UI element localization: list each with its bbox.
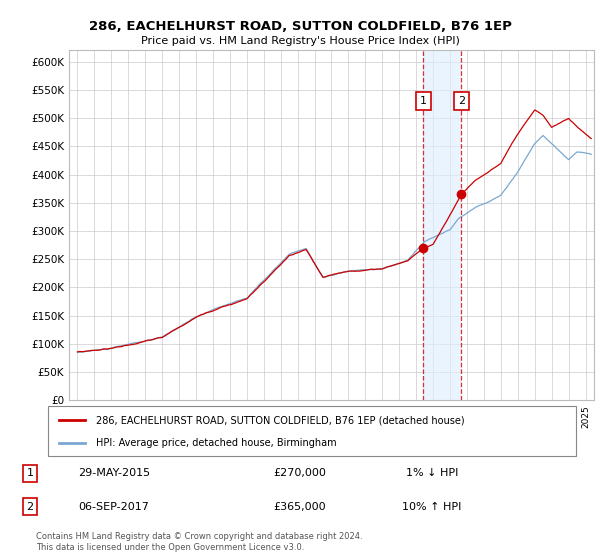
Text: HPI: Average price, detached house, Birmingham: HPI: Average price, detached house, Birm… (95, 438, 336, 449)
Text: £365,000: £365,000 (274, 502, 326, 512)
Text: 10% ↑ HPI: 10% ↑ HPI (403, 502, 461, 512)
Text: 286, EACHELHURST ROAD, SUTTON COLDFIELD, B76 1EP: 286, EACHELHURST ROAD, SUTTON COLDFIELD,… (89, 20, 511, 32)
Text: 2: 2 (26, 502, 34, 512)
Text: 1: 1 (419, 96, 427, 106)
Text: £270,000: £270,000 (274, 468, 326, 478)
Text: 1: 1 (26, 468, 34, 478)
Text: 29-MAY-2015: 29-MAY-2015 (78, 468, 150, 478)
Text: 06-SEP-2017: 06-SEP-2017 (79, 502, 149, 512)
Text: Contains HM Land Registry data © Crown copyright and database right 2024.
This d: Contains HM Land Registry data © Crown c… (36, 532, 362, 552)
Text: 2: 2 (458, 96, 465, 106)
Text: Price paid vs. HM Land Registry's House Price Index (HPI): Price paid vs. HM Land Registry's House … (140, 36, 460, 46)
Text: 1% ↓ HPI: 1% ↓ HPI (406, 468, 458, 478)
Text: 286, EACHELHURST ROAD, SUTTON COLDFIELD, B76 1EP (detached house): 286, EACHELHURST ROAD, SUTTON COLDFIELD,… (95, 415, 464, 425)
